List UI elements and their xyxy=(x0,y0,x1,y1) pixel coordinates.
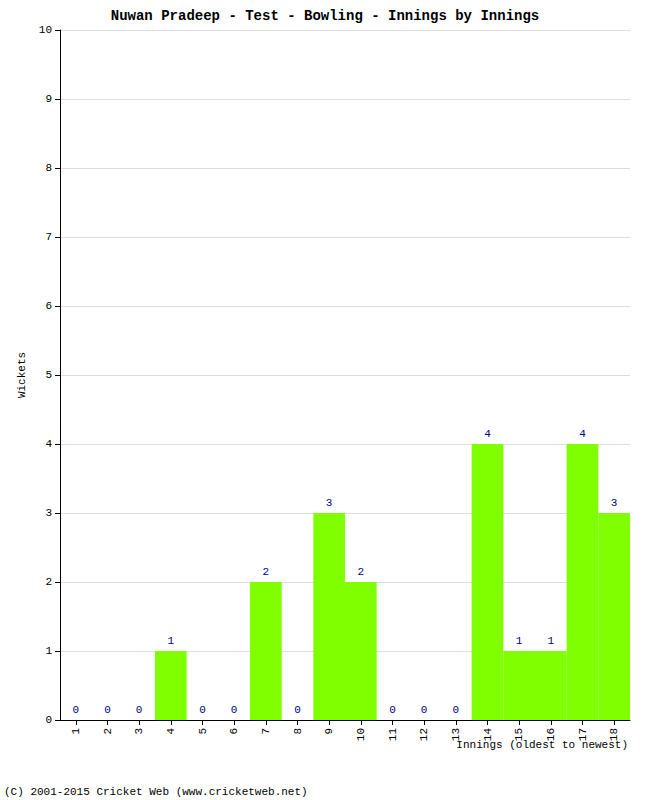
svg-text:0: 0 xyxy=(389,704,396,716)
svg-text:0: 0 xyxy=(231,704,238,716)
svg-text:14: 14 xyxy=(482,728,494,742)
svg-text:16: 16 xyxy=(545,728,557,741)
svg-text:8: 8 xyxy=(45,162,52,174)
svg-text:3: 3 xyxy=(133,728,145,735)
svg-text:6: 6 xyxy=(45,300,52,312)
svg-text:2: 2 xyxy=(45,576,52,588)
svg-text:18: 18 xyxy=(608,728,620,741)
svg-text:9: 9 xyxy=(323,728,335,735)
svg-text:7: 7 xyxy=(260,728,272,735)
svg-text:(C) 2001-2015 Cricket Web (www: (C) 2001-2015 Cricket Web (www.cricketwe… xyxy=(4,786,308,798)
svg-text:0: 0 xyxy=(45,714,52,726)
svg-text:10: 10 xyxy=(39,24,52,36)
svg-text:3: 3 xyxy=(326,497,333,509)
svg-text:5: 5 xyxy=(45,369,52,381)
svg-text:1: 1 xyxy=(70,728,82,735)
svg-text:0: 0 xyxy=(421,704,428,716)
svg-text:1: 1 xyxy=(516,635,523,647)
svg-text:3: 3 xyxy=(611,497,618,509)
svg-text:0: 0 xyxy=(104,704,111,716)
svg-text:3: 3 xyxy=(45,507,52,519)
svg-text:12: 12 xyxy=(418,728,430,741)
svg-text:7: 7 xyxy=(45,231,52,243)
svg-text:1: 1 xyxy=(548,635,555,647)
svg-text:2: 2 xyxy=(263,566,270,578)
svg-text:0: 0 xyxy=(136,704,143,716)
svg-text:5: 5 xyxy=(197,728,209,735)
svg-text:Wickets: Wickets xyxy=(16,352,28,398)
svg-text:4: 4 xyxy=(484,428,491,440)
svg-text:0: 0 xyxy=(453,704,460,716)
svg-text:1: 1 xyxy=(168,635,175,647)
svg-text:10: 10 xyxy=(355,728,367,741)
svg-text:1: 1 xyxy=(45,645,52,657)
svg-text:2: 2 xyxy=(358,566,365,578)
svg-text:9: 9 xyxy=(45,93,52,105)
svg-text:13: 13 xyxy=(450,728,462,741)
svg-text:6: 6 xyxy=(228,728,240,735)
svg-text:Innings (oldest to newest): Innings (oldest to newest) xyxy=(456,738,628,751)
svg-text:15: 15 xyxy=(513,728,525,741)
svg-text:4: 4 xyxy=(165,728,177,735)
svg-text:0: 0 xyxy=(294,704,301,716)
svg-text:4: 4 xyxy=(45,438,52,450)
svg-text:0: 0 xyxy=(199,704,206,716)
svg-text:17: 17 xyxy=(577,728,589,741)
svg-text:0: 0 xyxy=(73,704,80,716)
svg-text:Nuwan Pradeep - Test - Bowling: Nuwan Pradeep - Test - Bowling - Innings… xyxy=(111,8,539,24)
svg-text:11: 11 xyxy=(387,728,399,742)
svg-text:4: 4 xyxy=(579,428,586,440)
svg-text:2: 2 xyxy=(102,728,114,735)
svg-text:8: 8 xyxy=(292,728,304,735)
